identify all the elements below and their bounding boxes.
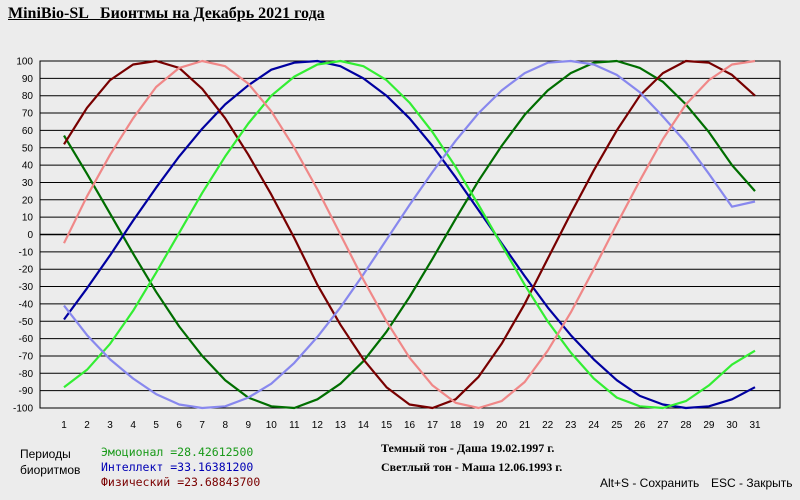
x-tick-label: 8 <box>222 420 228 431</box>
y-tick-label: -100 <box>13 404 33 415</box>
y-tick-label: -90 <box>19 386 34 397</box>
x-tick-label: 22 <box>542 420 554 431</box>
x-tick-label: 25 <box>611 420 623 431</box>
period-intellect: Интеллект =33.16381200 <box>101 460 253 474</box>
series-line-5 <box>63 59 756 410</box>
dark-tone-person: Темный тон - Даша 19.02.1997 г. <box>381 441 555 455</box>
series-line-2 <box>63 59 756 410</box>
x-tick-label: 2 <box>84 420 90 431</box>
periods-label-line2: биоритмов <box>20 463 81 477</box>
y-tick-label: -10 <box>19 247 34 258</box>
series-line-1 <box>63 59 756 410</box>
periods-label: Периоды биоритмов <box>20 446 80 478</box>
period-physical-name: Физический <box>101 475 171 489</box>
x-tick-label: 10 <box>266 420 278 431</box>
y-tick-label: 0 <box>27 230 33 241</box>
biorhythm-chart: 1009080706050403020100-10-20-30-40-50-60… <box>13 57 781 431</box>
y-tick-label: 60 <box>22 126 34 137</box>
y-tick-label: -50 <box>19 317 34 328</box>
x-tick-label: 30 <box>726 420 738 431</box>
y-tick-label: 70 <box>22 109 34 120</box>
period-emotional-value: =28.42612500 <box>170 445 254 459</box>
x-tick-label: 28 <box>680 420 692 431</box>
y-tick-label: -80 <box>19 369 34 380</box>
y-tick-label: 90 <box>22 74 34 85</box>
chart-title: Бионтмы на Декабрь 2021 года <box>100 5 325 22</box>
series-lines <box>63 59 756 410</box>
x-tick-label: 29 <box>703 420 715 431</box>
y-tick-label: 40 <box>22 161 34 172</box>
y-tick-label: -60 <box>19 334 34 345</box>
x-tick-label: 1 <box>61 420 67 431</box>
y-axis-ticks: 1009080706050403020100-10-20-30-40-50-60… <box>13 57 33 415</box>
y-tick-label: 10 <box>22 213 34 224</box>
x-tick-label: 20 <box>496 420 508 431</box>
y-tick-label: -40 <box>19 299 34 310</box>
window-title: MiniBio-SL Бионтмы на Декабрь 2021 года <box>8 5 325 23</box>
period-intellect-name: Интеллект <box>101 460 164 474</box>
y-tick-label: 50 <box>22 143 34 154</box>
y-tick-label: 100 <box>16 57 33 68</box>
periods-label-line1: Периоды <box>20 447 71 461</box>
y-tick-label: 30 <box>22 178 34 189</box>
y-tick-label: -30 <box>19 282 34 293</box>
x-tick-label: 19 <box>473 420 485 431</box>
x-tick-label: 21 <box>519 420 531 431</box>
series-line-4 <box>63 59 756 410</box>
x-tick-label: 24 <box>588 420 600 431</box>
chart-grid <box>39 60 781 409</box>
period-emotional: Эмоционал =28.42612500 <box>101 445 253 459</box>
x-tick-label: 16 <box>404 420 416 431</box>
x-tick-label: 3 <box>107 420 113 431</box>
x-tick-label: 26 <box>634 420 646 431</box>
x-tick-label: 31 <box>749 420 761 431</box>
x-tick-label: 12 <box>312 420 324 431</box>
x-tick-label: 11 <box>289 420 300 431</box>
x-tick-label: 5 <box>153 420 159 431</box>
y-tick-label: 80 <box>22 91 34 102</box>
x-tick-label: 4 <box>130 420 136 431</box>
light-tone-person: Светлый тон - Маша 12.06.1993 г. <box>381 460 563 474</box>
x-tick-label: 13 <box>335 420 347 431</box>
x-tick-label: 6 <box>176 420 182 431</box>
x-tick-label: 9 <box>245 420 251 431</box>
series-line-6 <box>63 59 756 410</box>
x-tick-label: 17 <box>427 420 439 431</box>
period-physical: Физический =23.68843700 <box>101 475 260 489</box>
x-axis-ticks: 1 2 3 4 5 6 7 8 9 10 11 12 13 14 15 16 17 18 19 20 21 22 23 24 2… <box>61 420 761 431</box>
period-physical-value: =23.68843700 <box>177 475 261 489</box>
period-emotional-name: Эмоционал <box>101 445 164 459</box>
brand-name: MiniBio-SL <box>8 5 89 22</box>
x-tick-label: 14 <box>358 420 370 431</box>
save-hint[interactable]: Alt+S - Сохранить <box>600 476 700 490</box>
y-tick-label: -70 <box>19 351 34 362</box>
y-tick-label: 20 <box>22 195 34 206</box>
x-tick-label: 18 <box>450 420 462 431</box>
y-tick-label: -20 <box>19 265 34 276</box>
x-tick-label: 15 <box>381 420 393 431</box>
x-tick-label: 7 <box>199 420 205 431</box>
period-intellect-value: =33.16381200 <box>170 460 254 474</box>
close-hint[interactable]: ESC - Закрыть <box>711 476 793 490</box>
x-tick-label: 27 <box>657 420 669 431</box>
x-tick-label: 23 <box>565 420 577 431</box>
